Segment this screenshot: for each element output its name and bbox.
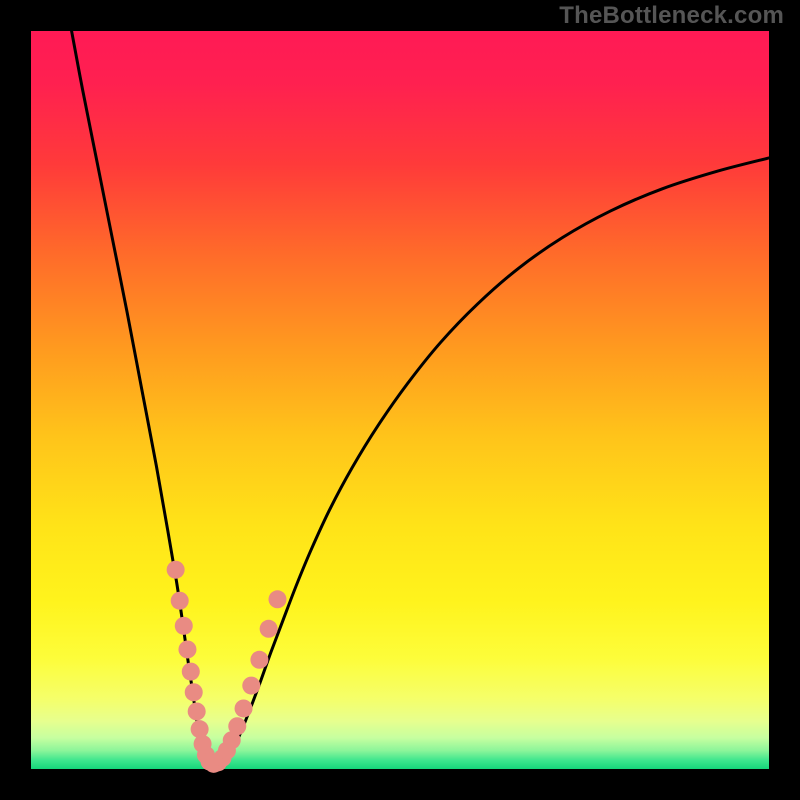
watermark-text: TheBottleneck.com: [559, 2, 784, 30]
overlay-dot: [268, 590, 286, 608]
overlay-dot: [171, 592, 189, 610]
chart-stage: TheBottleneck.com: [0, 0, 800, 800]
overlay-dot: [228, 717, 246, 735]
overlay-dot: [178, 640, 196, 658]
overlay-dot: [235, 699, 253, 717]
overlay-dot: [260, 620, 278, 638]
overlay-dot: [188, 702, 206, 720]
plot-background: [31, 31, 769, 769]
overlay-dot: [242, 677, 260, 695]
overlay-dot: [167, 561, 185, 579]
overlay-dot: [185, 683, 203, 701]
overlay-dot: [182, 663, 200, 681]
chart-svg: [0, 0, 800, 800]
overlay-dot: [250, 651, 268, 669]
overlay-dot: [175, 617, 193, 635]
